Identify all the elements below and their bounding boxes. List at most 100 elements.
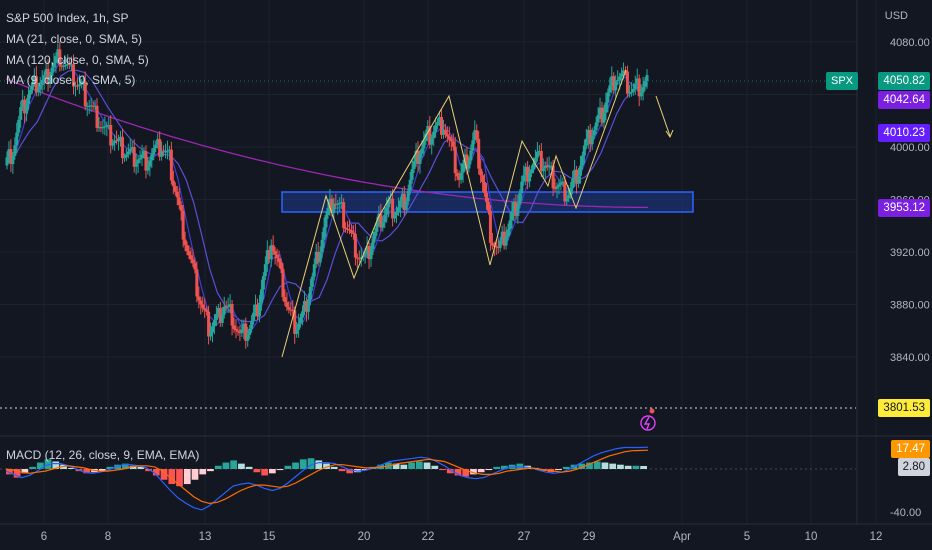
price-tick-label: 3880.00 [890,300,930,312]
candle [226,305,230,308]
candle [261,276,265,290]
macd-bar [493,466,501,469]
candle [633,83,637,89]
candle [203,308,207,311]
macd-legend[interactable]: MACD (12, 26, close, 9, EMA, EMA) [6,448,200,462]
candle [56,49,60,57]
macd-bar [284,465,292,469]
time-axis[interactable]: 6 8 13 15 20 22 27 29 Apr 5 10 12 [41,531,883,543]
candle [504,236,508,246]
candle [428,126,432,145]
last-price-tag: 4050.82 [878,72,930,90]
candle [584,138,588,146]
macd-bar [222,462,230,469]
ma-21-legend[interactable]: MA (21, close, 0, SMA, 5) [6,32,143,46]
macd-bar [122,463,129,469]
candle [234,328,238,331]
grid-lines [0,0,877,524]
candle [68,64,72,66]
macd-bar [462,469,470,477]
candle [582,145,586,156]
macd-bar [292,462,299,469]
symbol-title[interactable]: S&P 500 Index, 1h, SP [6,11,129,25]
candle [440,116,444,135]
ma-120-line [5,78,648,209]
candle [13,145,17,156]
candle [486,201,490,211]
candle [122,157,126,159]
macd-bar [276,469,284,471]
candle [363,254,367,256]
price-tick-label: 3840.00 [890,352,930,364]
candle [5,157,9,166]
ma-9-legend[interactable]: MA (9, close, 0, SMA, 5) [6,73,136,87]
zigzag-drawing[interactable] [281,69,674,358]
candle [545,165,549,167]
candle [207,311,211,337]
projection-arrow [655,95,671,137]
candle [369,248,373,260]
macd-bar [36,462,44,469]
candle [32,76,36,83]
candle [361,255,365,258]
candle [195,269,199,297]
candle [183,239,187,246]
price-tick-label: 3920.00 [890,247,930,259]
candle [565,198,569,202]
candle [306,299,310,312]
candle [310,276,314,287]
candle [162,151,166,153]
candle [28,89,32,95]
candle [214,313,218,321]
candle [191,259,195,264]
candle [394,212,398,216]
candle [541,168,545,172]
candle [539,150,543,172]
alert-icon[interactable] [640,408,656,431]
candle [477,138,481,169]
ma-120-legend[interactable]: MA (120, close, 0, SMA, 5) [6,53,149,67]
macd-bar [315,460,323,469]
macd-lines [5,446,649,511]
candle [205,310,209,312]
macd-bar [13,469,21,478]
candle [506,229,510,237]
macd-bar [245,466,253,469]
candle [308,286,312,300]
macd-bar [361,469,369,471]
currency-label[interactable]: USD [884,10,908,22]
candle [348,229,352,231]
price-tick-label: 4080.00 [890,37,930,49]
candle [639,92,643,97]
candle [373,231,377,239]
candle [252,312,256,321]
time-tick-label: 27 [518,531,531,543]
candle [81,81,85,83]
candle [17,119,21,133]
candle [618,76,622,80]
macd-bar [423,462,431,469]
candle [271,245,275,251]
time-tick-label: 13 [199,531,212,543]
candle [379,213,383,228]
candle [216,307,220,314]
candle [481,175,485,182]
candle [124,154,128,158]
candle [263,264,267,277]
candle [612,76,616,91]
candle [622,70,626,74]
candle [15,132,19,146]
macd-bar [98,469,106,472]
candle [244,323,248,341]
candle [165,150,169,152]
candle [21,99,25,108]
candle [381,222,385,228]
candle [330,198,334,213]
candle [404,201,408,210]
candle [575,169,579,184]
candle [197,296,201,301]
candle [224,306,228,308]
macd-bar [338,469,346,472]
candle [193,263,197,270]
